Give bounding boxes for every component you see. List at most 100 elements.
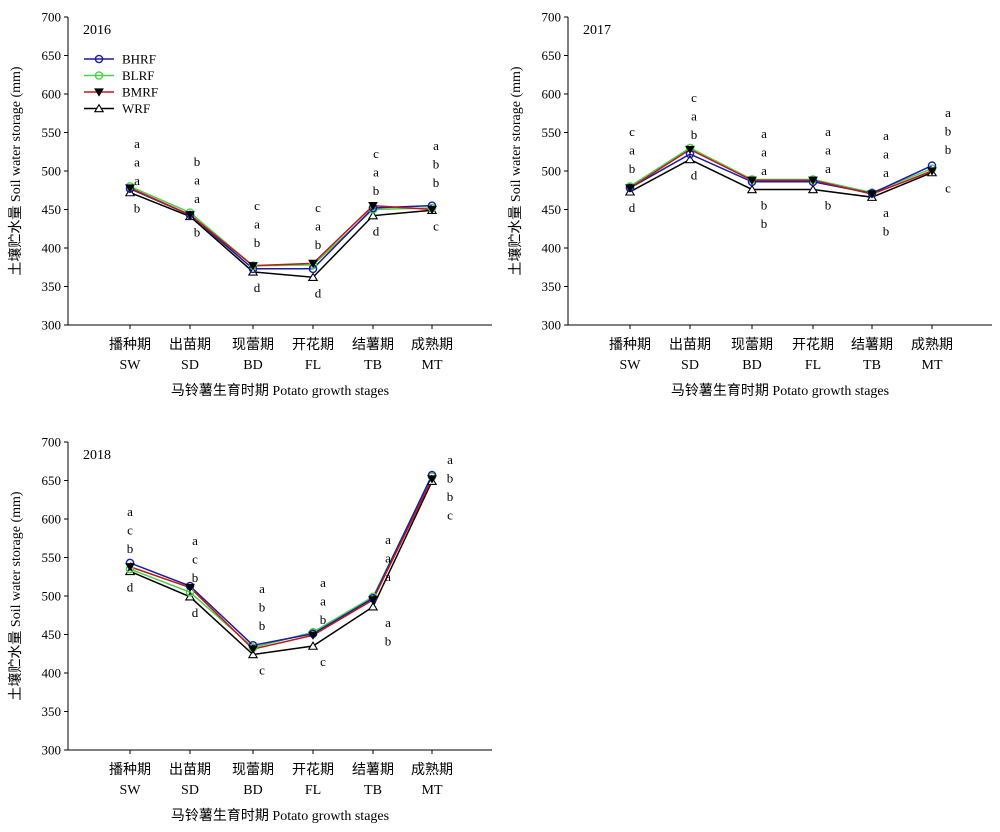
bmrf-point-4: [368, 596, 378, 605]
significance-letter: a: [192, 533, 198, 548]
x-category-en: BD: [243, 358, 262, 373]
x-category-en: FL: [805, 358, 821, 373]
significance-letter: b: [194, 224, 201, 239]
bmrf-point-0: [125, 563, 135, 572]
y-tick-label: 700: [42, 435, 62, 450]
significance-letter: a: [315, 219, 321, 234]
significance-letter: b: [259, 618, 266, 633]
wrf-point-3: [307, 641, 319, 650]
x-category-en: SD: [181, 783, 199, 798]
x-category-en: BD: [742, 358, 761, 373]
significance-letter: b: [433, 175, 440, 190]
x-category-en: MT: [422, 783, 443, 798]
significance-letter: b: [691, 127, 698, 142]
y-tick-label: 350: [42, 279, 62, 294]
significance-letter: b: [629, 161, 636, 176]
significance-letter: a: [385, 532, 391, 547]
x-category-en: SW: [120, 358, 142, 373]
x-axis-title: 马铃薯生育时期 Potato growth stages: [171, 808, 389, 824]
y-axis-title: 土壤贮水量 Soil water storage (mm): [507, 66, 524, 276]
bmrf-point-4: [368, 202, 378, 211]
significance-letter: a: [134, 155, 140, 170]
significance-letter: a: [320, 575, 326, 590]
y-tick-label: 550: [42, 550, 62, 565]
legend-label: BMRF: [122, 85, 158, 100]
x-axis-title: 马铃薯生育时期 Potato growth stages: [171, 383, 389, 399]
bmrf-line: [629, 148, 933, 195]
significance-letter: b: [883, 224, 890, 239]
bmrf-point-2: [747, 176, 757, 185]
wrf-point-legend: [93, 103, 105, 113]
y-tick-label: 650: [42, 473, 62, 488]
significance-letter: a: [320, 594, 326, 609]
significance-letter: b: [259, 600, 266, 615]
x-category-cn: 现蕾期: [232, 337, 274, 353]
significance-letter: b: [761, 197, 768, 212]
significance-letter: a: [825, 124, 831, 139]
x-category-cn: 成熟期: [411, 337, 453, 353]
x-category-cn: 成熟期: [911, 337, 953, 353]
y-tick-label: 700: [542, 10, 562, 25]
significance-letter: c: [315, 200, 321, 215]
wrf-point-4: [367, 601, 379, 611]
significance-letter: a: [385, 569, 391, 584]
significance-letter: a: [825, 143, 831, 158]
significance-letter: a: [945, 105, 951, 120]
x-category-en: BD: [243, 783, 262, 798]
significance-letter: c: [433, 218, 439, 233]
significance-letter: a: [447, 452, 453, 467]
significance-letter: a: [629, 143, 635, 158]
significance-letter: c: [254, 198, 260, 213]
bmrf-point-3: [308, 259, 318, 268]
significance-letter: c: [691, 90, 697, 105]
significance-letter: c: [629, 124, 635, 139]
significance-letter: b: [945, 124, 952, 139]
significance-letter: c: [373, 146, 379, 161]
wrf-point-1: [684, 154, 696, 164]
significance-letter: b: [433, 157, 440, 172]
significance-letter: a: [259, 581, 265, 596]
significance-letter: a: [883, 147, 889, 162]
significance-letter: b: [192, 570, 199, 585]
y-tick-label: 600: [42, 512, 62, 527]
y-tick-label: 300: [42, 743, 62, 758]
bmrf-point-3: [308, 631, 318, 640]
x-category-en: TB: [364, 358, 382, 373]
y-axis-title: 土壤贮水量 Soil water storage (mm): [7, 66, 24, 276]
significance-letter: a: [385, 551, 391, 566]
x-category-cn: 成熟期: [411, 762, 453, 778]
wrf-point-3: [807, 184, 819, 194]
y-tick-label: 600: [542, 87, 562, 102]
x-category-en: TB: [863, 358, 881, 373]
y-tick-label: 550: [542, 125, 562, 140]
significance-letter: d: [315, 285, 322, 300]
significance-letter: a: [385, 615, 391, 630]
panel-2016: 300 350 400 450 500 550 600 650 700 播种期 SW 出苗期 SD 现蕾期…: [7, 10, 492, 399]
wrf-point-2: [746, 184, 758, 194]
y-tick-label: 450: [42, 627, 62, 642]
x-category-cn: 播种期: [609, 337, 651, 353]
x-category-cn: 结薯期: [352, 337, 394, 353]
panel-year: 2017: [583, 23, 611, 38]
significance-letter: c: [259, 663, 265, 678]
bmrf-line: [129, 478, 433, 650]
significance-letter: a: [761, 145, 767, 160]
significance-letter: a: [761, 126, 767, 141]
legend-label: WRF: [122, 101, 150, 116]
bmrf-point-0: [625, 184, 635, 193]
significance-letter: c: [127, 523, 133, 538]
bmrf-point-legend: [94, 88, 104, 97]
x-category-cn: 结薯期: [851, 337, 893, 353]
blrf-point-legend: [94, 71, 104, 80]
x-axis-title: 马铃薯生育时期 Potato growth stages: [671, 383, 889, 399]
x-category-cn: 开花期: [292, 762, 334, 778]
significance-letter: b: [447, 489, 454, 504]
significance-letter: c: [320, 654, 326, 669]
bhrf-line: [129, 188, 433, 270]
x-category-en: FL: [305, 358, 321, 373]
y-tick-label: 450: [42, 202, 62, 217]
significance-letter: a: [433, 138, 439, 153]
x-category-en: TB: [364, 783, 382, 798]
significance-letter: d: [629, 200, 636, 215]
